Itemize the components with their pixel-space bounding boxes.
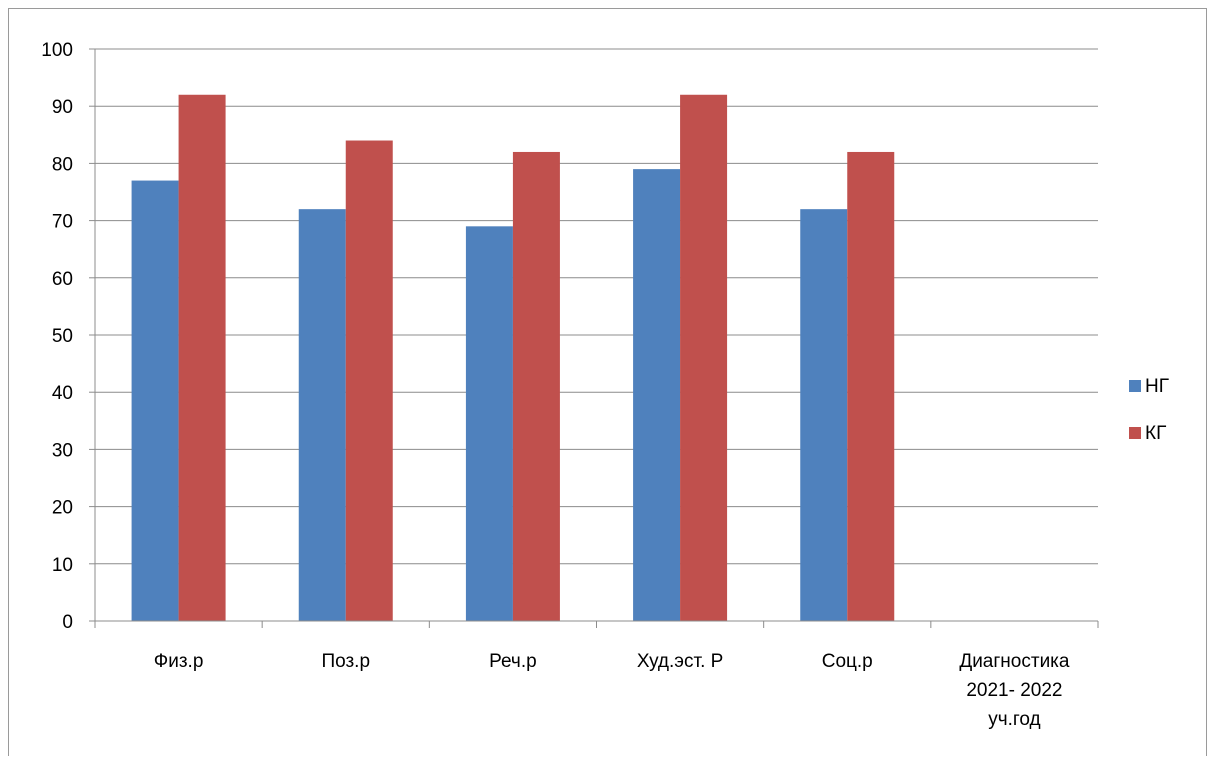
gridlines <box>95 48 1098 565</box>
bar-НГ-0 <box>131 180 179 621</box>
axes <box>89 48 1099 628</box>
y-tick-label: 90 <box>52 97 73 118</box>
y-tick-label: 50 <box>52 326 73 347</box>
y-axis-tick-labels: 0 10 20 30 40 50 60 70 80 90 100 <box>41 40 73 633</box>
x-axis-category-labels: Физ.р Поз.р Реч.р Худ.эст. Р Соц.р Диагностик… <box>154 651 1070 730</box>
x-category-label: Поз.р <box>321 651 370 672</box>
y-tick-label: 60 <box>52 269 73 290</box>
bar-НГ-2 <box>465 226 513 621</box>
bar-КГ-0 <box>178 94 226 621</box>
y-tick-label: 20 <box>52 498 73 519</box>
x-category-label: 2021- 2022 <box>966 680 1062 701</box>
y-tick-label: 40 <box>52 383 73 404</box>
bar-КГ-4 <box>847 151 895 621</box>
x-category-label: Соц.р <box>822 651 873 672</box>
bar-НГ-1 <box>298 209 346 621</box>
y-tick-label: 80 <box>52 154 73 175</box>
bar-НГ-4 <box>800 209 848 621</box>
x-category-label: Диагностика <box>959 651 1070 672</box>
bar-КГ-3 <box>680 94 728 621</box>
bar-КГ-1 <box>345 140 393 621</box>
legend-label: НГ <box>1145 376 1169 397</box>
y-tick-label: 30 <box>52 440 73 461</box>
x-category-label: Худ.эст. Р <box>637 651 724 672</box>
bar-НГ-3 <box>633 169 681 621</box>
legend: НГ КГ <box>1129 376 1169 444</box>
x-category-label: Реч.р <box>489 651 537 672</box>
y-tick-label: 10 <box>52 555 73 576</box>
y-tick-label: 100 <box>41 40 73 61</box>
x-category-label: уч.год <box>988 709 1040 730</box>
y-tick-label: 0 <box>62 612 73 633</box>
legend-swatch <box>1129 427 1141 439</box>
x-category-label: Физ.р <box>154 651 204 672</box>
bars <box>131 94 895 621</box>
legend-label: КГ <box>1145 423 1166 444</box>
bar-КГ-2 <box>512 151 560 621</box>
y-tick-label: 70 <box>52 212 73 233</box>
legend-swatch <box>1129 380 1141 392</box>
